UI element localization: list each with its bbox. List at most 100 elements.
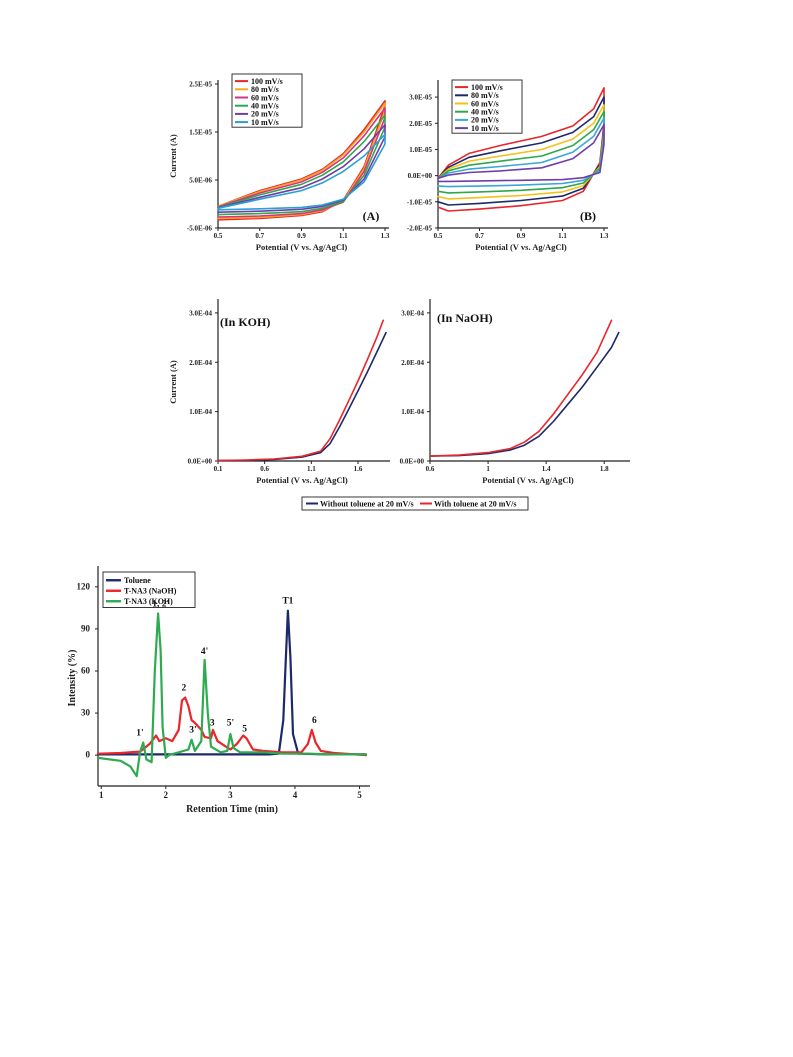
- peak-label: 2: [182, 684, 187, 694]
- chart-lsv-naoh: 0.6 1 1.4 1.8 0.0E+00 1.0E-04 2.0E-04 3.0E-04 Po…: [400, 299, 630, 485]
- y-tick-label: 1.0E-05: [409, 146, 432, 154]
- y-tick-label: 60: [81, 665, 91, 675]
- x-axis-label: Potential (V vs. Ag/AgCl): [482, 475, 574, 485]
- x-tick-label: 0.6: [426, 465, 435, 473]
- legend-label: 60 mV/s: [471, 99, 499, 108]
- x-tick-label: 5: [357, 790, 362, 800]
- series-line-b-5: [437, 123, 605, 183]
- peak-label: 3': [189, 726, 196, 736]
- x-tick-label: 3: [228, 790, 233, 800]
- y-tick-label: 3.0E-05: [409, 94, 432, 102]
- y-tick-label: 2.5E-05: [189, 81, 212, 89]
- chart-cv-a: 0.5 0.7 0.9 1.1 1.3 -5.0E-06 5.0E-06 1.5E-05 2.5…: [168, 73, 390, 252]
- series-line-a-4: [217, 124, 386, 213]
- x-axis-label: Potential (V vs. Ag/AgCl): [475, 242, 567, 252]
- y-tick-label: 2.0E-04: [401, 359, 424, 367]
- peak-label: T1: [282, 597, 293, 607]
- x-tick-label: 1: [99, 790, 104, 800]
- x-tick-label: 0.5: [434, 232, 443, 240]
- y-tick-label: 5.0E-06: [189, 177, 212, 185]
- series-line-a-2: [217, 107, 386, 218]
- legend-label: 100 mV/s: [471, 83, 503, 92]
- x-tick-label: 1.3: [600, 232, 609, 240]
- panel-label: (B): [580, 209, 596, 223]
- peak-label: 1, 2': [152, 599, 169, 609]
- shared-legend: Without toluene at 20 mV/s With toluene a…: [301, 496, 529, 511]
- shared-legend-box: [301, 496, 529, 511]
- y-tick-label: 3.0E-04: [401, 309, 424, 317]
- x-tick-label: 1.4: [542, 465, 551, 473]
- x-tick-label: 0.5: [214, 232, 223, 240]
- x-tick-label: 0.1: [214, 465, 223, 473]
- legend-box: [231, 73, 303, 128]
- y-tick-label: 90: [81, 623, 91, 633]
- peak-label: 5': [227, 719, 234, 729]
- y-tick-label: 1.0E-04: [189, 408, 212, 416]
- series-line-a-3: [217, 114, 386, 216]
- shared-legend-label: With toluene at 20 mV/s: [434, 499, 517, 508]
- chart-chromatogram: 1 2 3 4 5 0 30 60 90 120 Retention Time (min) Inten…: [67, 566, 370, 815]
- chart-lsv-koh: 0.1 0.6 1.1 1.6 0.0E+00 1.0E-04 2.0E-04 3.0E-04…: [168, 299, 390, 485]
- y-axis-label: Current (A): [168, 134, 178, 178]
- peak-label: 6: [312, 716, 317, 726]
- legend-label: 10 mV/s: [471, 124, 499, 133]
- legend-label: Toluene: [124, 576, 151, 585]
- shared-legend-label: Without toluene at 20 mV/s: [320, 499, 414, 508]
- series-line-naoh-0: [429, 331, 620, 457]
- legend-label: 40 mV/s: [251, 102, 279, 111]
- series-line-koh-0: [217, 331, 387, 462]
- legend-label: 10 mV/s: [251, 118, 279, 127]
- y-tick-label: -1.0E-05: [407, 198, 433, 206]
- y-tick-label: 2.0E-05: [409, 120, 432, 128]
- panel-label: (A): [363, 209, 380, 223]
- series-line-naoh-1: [429, 319, 613, 457]
- series-line-chrom-2: [96, 612, 368, 778]
- x-tick-label: 1.8: [600, 465, 609, 473]
- y-axis-label: Intensity (%): [67, 650, 78, 707]
- peak-label: 3: [210, 719, 215, 729]
- x-tick-label: 1.3: [381, 232, 390, 240]
- series-line-koh-1: [217, 319, 385, 462]
- legend-label: 40 mV/s: [471, 108, 499, 117]
- series-line-a-1: [217, 102, 386, 220]
- panel-label: (In KOH): [220, 315, 270, 329]
- x-tick-label: 1.1: [339, 232, 348, 240]
- legend-label: 20 mV/s: [471, 116, 499, 125]
- legend-label: T-NA3 (NaOH): [124, 587, 177, 596]
- x-tick-label: 0.7: [255, 232, 264, 240]
- y-axis-label: Current (A): [168, 360, 178, 404]
- x-tick-label: 2: [164, 790, 169, 800]
- x-tick-label: 0.7: [475, 232, 484, 240]
- y-tick-label: 120: [77, 581, 91, 591]
- x-tick-label: 1.1: [558, 232, 567, 240]
- y-tick-label: 0: [86, 750, 91, 760]
- y-tick-label: 3.0E-04: [189, 309, 212, 317]
- legend-label: 20 mV/s: [251, 110, 279, 119]
- x-tick-label: 1.6: [354, 465, 363, 473]
- panel-label: (In NaOH): [437, 311, 493, 325]
- peak-label: 5: [242, 724, 247, 734]
- y-tick-label: 1.0E-04: [401, 408, 424, 416]
- peak-label: 4': [201, 647, 208, 657]
- legend-box: [451, 79, 523, 134]
- x-tick-label: 1.1: [307, 465, 316, 473]
- x-tick-label: 0.9: [297, 232, 306, 240]
- x-tick-label: 4: [293, 790, 298, 800]
- legend-label: 100 mV/s: [251, 77, 283, 86]
- y-tick-label: 30: [81, 708, 91, 718]
- legend-label: 60 mV/s: [251, 93, 279, 102]
- y-tick-label: 1.5E-05: [189, 129, 212, 137]
- series-line-a-5: [217, 133, 386, 211]
- y-tick-label: 0.0E+00: [188, 458, 213, 466]
- x-tick-label: 0.9: [517, 232, 526, 240]
- y-tick-label: -5.0E-06: [187, 225, 213, 233]
- legend-label: 80 mV/s: [251, 85, 279, 94]
- x-axis-label: Retention Time (min): [186, 804, 278, 815]
- x-tick-label: 1: [486, 465, 490, 473]
- y-tick-label: 0.0E+00: [400, 458, 425, 466]
- x-tick-label: 0.6: [260, 465, 269, 473]
- chart-cv-b: 0.5 0.7 0.9 1.1 1.3 -2.0E-05 -1.0E-05 0.0E+00 1.…: [407, 79, 609, 252]
- y-tick-label: -2.0E-05: [407, 225, 433, 233]
- y-tick-label: 2.0E-04: [189, 359, 212, 367]
